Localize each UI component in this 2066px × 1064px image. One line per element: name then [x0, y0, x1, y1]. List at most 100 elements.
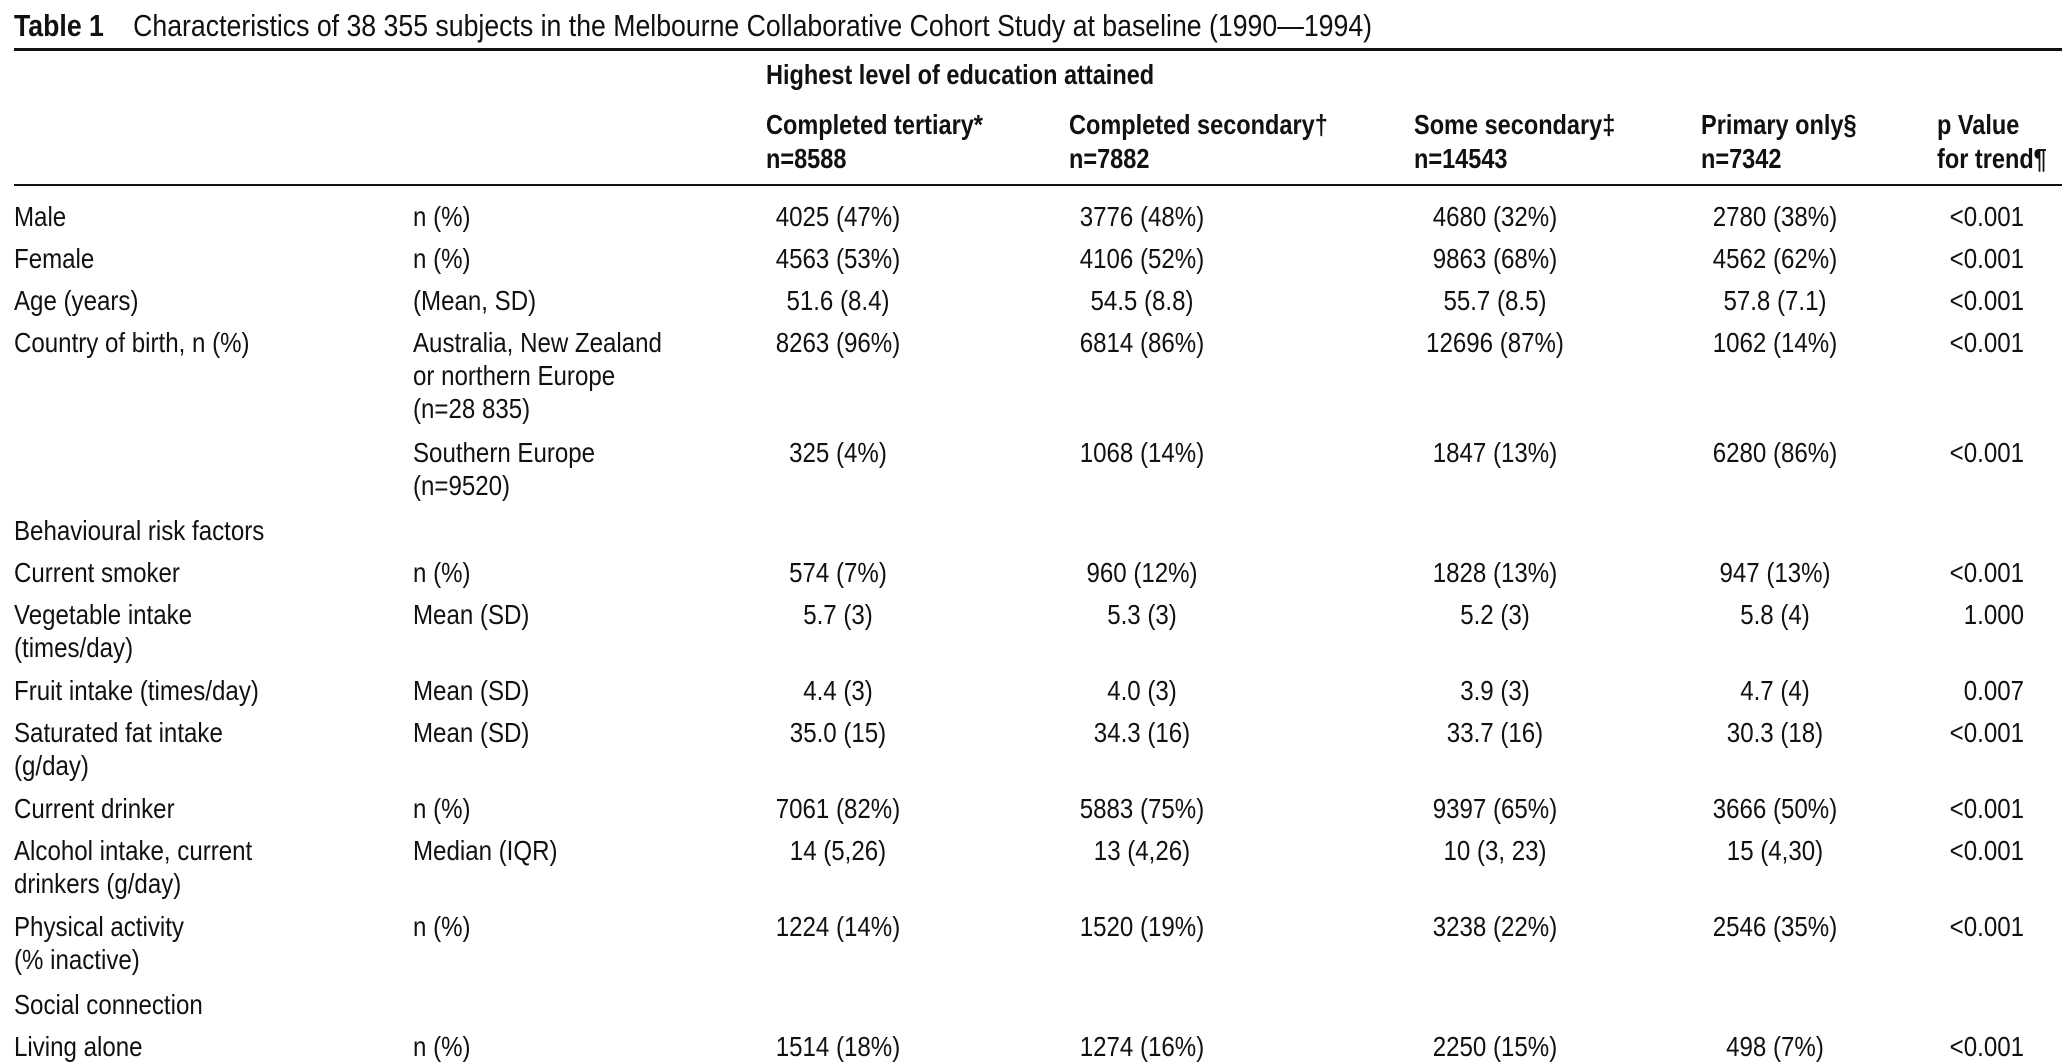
- row-value: 4025 (47%): [775, 201, 901, 232]
- row-value: 33.7 (16): [1446, 717, 1544, 748]
- row-value: 4563 (53%): [775, 243, 901, 274]
- row-value: 7061 (82%): [775, 793, 901, 824]
- row-label: Vegetable intake (times/day): [14, 599, 193, 663]
- row-value: 57.8 (7.1): [1723, 285, 1827, 316]
- row-measure: Southern Europe (n=9520): [413, 437, 596, 501]
- col-header-pvalue-line1: p Value: [1937, 109, 2020, 140]
- col-header-tertiary-label: Completed tertiary*: [766, 109, 983, 140]
- row-measure: n (%): [413, 793, 471, 824]
- row-value: 4.7 (4): [1740, 675, 1810, 706]
- col-header-primary-label: Primary only§: [1701, 109, 1857, 140]
- row-measure: Mean (SD): [413, 675, 530, 706]
- row-measure: n (%): [413, 911, 471, 942]
- row-value: 35.0 (15): [789, 717, 887, 748]
- row-label: Male: [14, 201, 67, 232]
- row-value: 5.2 (3): [1460, 599, 1530, 630]
- row-measure: n (%): [413, 557, 471, 588]
- row-p-value: <0.001: [1949, 437, 2024, 468]
- row-value: 3238 (22%): [1432, 911, 1558, 942]
- row-value: 14 (5,26): [789, 835, 887, 866]
- col-header-pvalue-line2: for trend¶: [1937, 143, 2047, 174]
- row-p-value: 0.007: [1963, 675, 2024, 706]
- row-label: Female: [14, 243, 95, 274]
- row-value: 8263 (96%): [775, 327, 901, 358]
- row-value: 12696 (87%): [1426, 327, 1564, 358]
- row-value: 51.6 (8.4): [786, 285, 890, 316]
- row-label: Alcohol intake, current drinkers (g/day): [14, 835, 253, 899]
- col-header-primary-n: n=7342: [1701, 143, 1782, 174]
- row-value: 5.7 (3): [803, 599, 873, 630]
- row-value: 4106 (52%): [1079, 243, 1205, 274]
- row-p-value: <0.001: [1949, 793, 2024, 824]
- row-value: 574 (7%): [789, 557, 887, 588]
- row-value: 2546 (35%): [1712, 911, 1838, 942]
- row-value: 4680 (32%): [1432, 201, 1558, 232]
- row-value: 1520 (19%): [1079, 911, 1205, 942]
- row-p-value: <0.001: [1949, 201, 2024, 232]
- row-label: Current smoker: [14, 557, 180, 588]
- row-measure: Australia, New Zealand or northern Europ…: [413, 327, 662, 424]
- row-value: 4562 (62%): [1712, 243, 1838, 274]
- row-measure: Median (IQR): [413, 835, 558, 866]
- row-value: 2780 (38%): [1712, 201, 1838, 232]
- row-measure: n (%): [413, 243, 471, 274]
- row-value: 947 (13%): [1719, 557, 1831, 588]
- row-measure: n (%): [413, 201, 471, 232]
- row-value: 1514 (18%): [775, 1031, 901, 1062]
- row-p-value: <0.001: [1949, 911, 2024, 942]
- row-value: 54.5 (8.8): [1090, 285, 1194, 316]
- row-label: Behavioural risk factors: [14, 515, 265, 546]
- row-value: 1828 (13%): [1432, 557, 1558, 588]
- row-value: 1068 (14%): [1079, 437, 1205, 468]
- row-value: 3776 (48%): [1079, 201, 1205, 232]
- row-value: 1847 (13%): [1432, 437, 1558, 468]
- col-header-tertiary-n: n=8588: [766, 143, 847, 174]
- top-rule: [14, 48, 2062, 51]
- row-value: 960 (12%): [1086, 557, 1198, 588]
- col-header-secondary-n: n=7882: [1069, 143, 1150, 174]
- row-value: 15 (4,30): [1726, 835, 1824, 866]
- row-value: 55.7 (8.5): [1443, 285, 1547, 316]
- row-measure: n (%): [413, 1031, 471, 1062]
- row-measure: Mean (SD): [413, 599, 530, 630]
- row-label: Physical activity (% inactive): [14, 911, 184, 975]
- row-p-value: <0.001: [1949, 285, 2024, 316]
- row-value: 6814 (86%): [1079, 327, 1205, 358]
- row-value: 4.4 (3): [803, 675, 873, 706]
- col-header-some-secondary-label: Some secondary‡: [1414, 109, 1616, 140]
- row-p-value: <0.001: [1949, 717, 2024, 748]
- row-value: 1274 (16%): [1079, 1031, 1205, 1062]
- row-value: 9863 (68%): [1432, 243, 1558, 274]
- row-label: Fruit intake (times/day): [14, 675, 259, 706]
- row-value: 3.9 (3): [1460, 675, 1530, 706]
- row-label: Social connection: [14, 989, 203, 1020]
- row-p-value: <0.001: [1949, 243, 2024, 274]
- row-value: 5883 (75%): [1079, 793, 1205, 824]
- row-value: 2250 (15%): [1432, 1031, 1558, 1062]
- row-p-value: <0.001: [1949, 835, 2024, 866]
- row-value: 498 (7%): [1726, 1031, 1824, 1062]
- row-p-value: <0.001: [1949, 1031, 2024, 1062]
- row-value: 4.0 (3): [1107, 675, 1177, 706]
- group-header: Highest level of education attained: [766, 59, 1155, 90]
- row-measure: Mean (SD): [413, 717, 530, 748]
- row-label: Living alone: [14, 1031, 143, 1062]
- row-value: 30.3 (18): [1726, 717, 1824, 748]
- col-header-some-secondary-n: n=14543: [1414, 143, 1508, 174]
- table-caption: Table 1 Characteristics of 38 355 subject…: [14, 6, 1372, 46]
- row-value: 10 (3, 23): [1443, 835, 1547, 866]
- row-p-value: <0.001: [1949, 557, 2024, 588]
- row-value: 3666 (50%): [1712, 793, 1838, 824]
- row-value: 34.3 (16): [1093, 717, 1191, 748]
- row-label: Current drinker: [14, 793, 175, 824]
- row-label: Saturated fat intake (g/day): [14, 717, 223, 781]
- table-title: Characteristics of 38 355 subjects in th…: [133, 8, 1373, 43]
- row-label: Country of birth, n (%): [14, 327, 250, 358]
- col-header-secondary-label: Completed secondary†: [1069, 109, 1328, 140]
- row-value: 1062 (14%): [1712, 327, 1838, 358]
- row-value: 13 (4,26): [1093, 835, 1191, 866]
- header-rule: [14, 184, 2062, 186]
- row-value: 5.3 (3): [1107, 599, 1177, 630]
- table-number: Table 1: [14, 8, 104, 43]
